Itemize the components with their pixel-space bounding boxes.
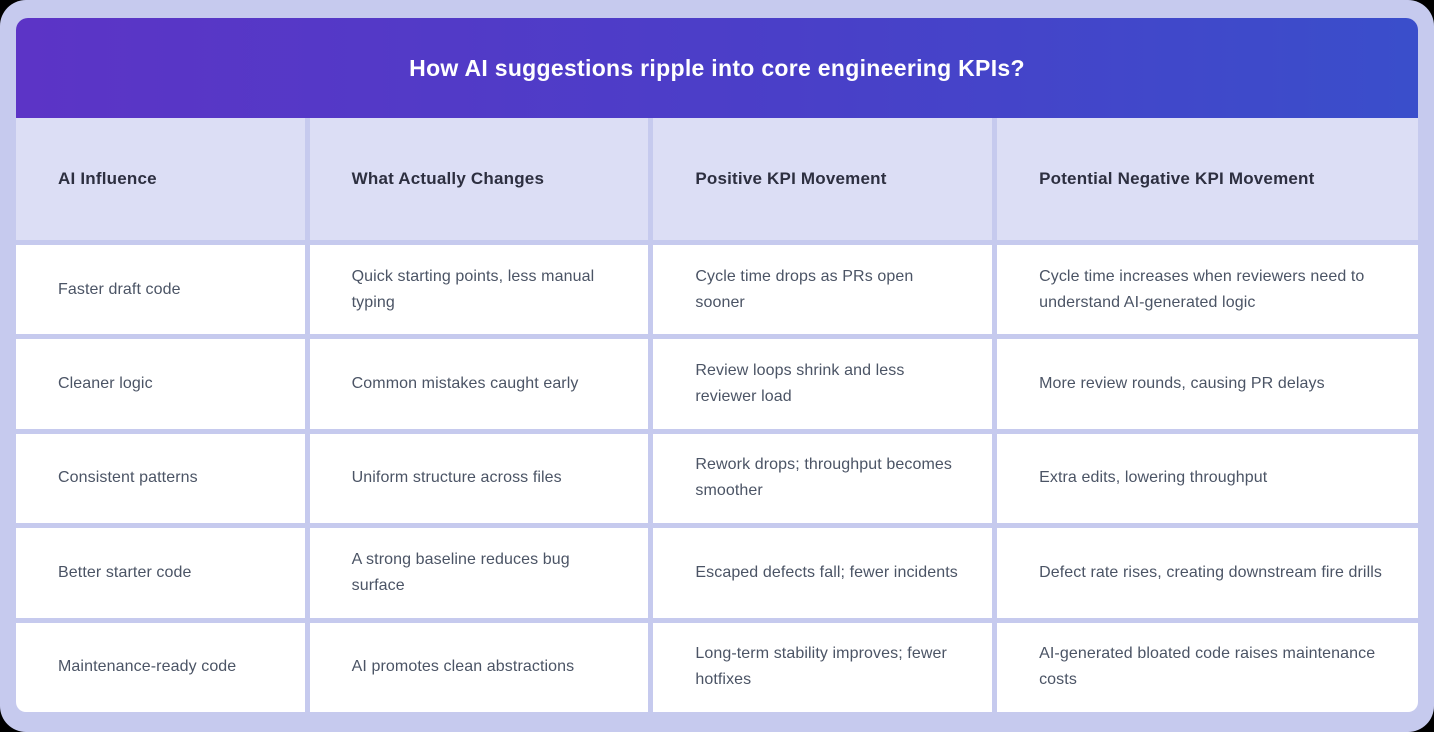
column-header-what-actually-changes: What Actually Changes bbox=[309, 118, 649, 240]
table-cell: Review loops shrink and less reviewer lo… bbox=[653, 339, 993, 429]
column-header-positive-kpi-movement: Positive KPI Movement bbox=[653, 118, 993, 240]
table-cell: AI promotes clean abstractions bbox=[309, 622, 649, 712]
page-title: How AI suggestions ripple into core engi… bbox=[409, 54, 1025, 81]
table-cell: Cycle time increases when reviewers need… bbox=[997, 245, 1418, 335]
table-cell: Common mistakes caught early bbox=[309, 339, 649, 429]
table-cell: Quick starting points, less manual typin… bbox=[309, 245, 649, 335]
table-cell: Cycle time drops as PRs open sooner bbox=[653, 245, 993, 335]
table-cell: More review rounds, causing PR delays bbox=[997, 339, 1418, 429]
table-cell: Cleaner logic bbox=[16, 339, 305, 429]
table-cell: Extra edits, lowering throughput bbox=[997, 433, 1418, 524]
table-cell: Maintenance-ready code bbox=[16, 622, 305, 712]
kpi-table: AI Influence What Actually Changes Posit… bbox=[16, 118, 1418, 712]
table-cell: Escaped defects fall; fewer incidents bbox=[653, 528, 993, 618]
table-cell: Long-term stability improves; fewer hotf… bbox=[653, 622, 993, 712]
table-cell: Rework drops; throughput becomes smoothe… bbox=[653, 433, 993, 524]
table-cell: A strong baseline reduces bug surface bbox=[309, 528, 649, 618]
table-cell: AI-generated bloated code raises mainten… bbox=[997, 622, 1418, 712]
table-cell: Consistent patterns bbox=[16, 433, 305, 524]
column-header-potential-negative-kpi-movement: Potential Negative KPI Movement bbox=[997, 118, 1418, 240]
table-cell: Uniform structure across files bbox=[309, 433, 649, 524]
table-cell: Better starter code bbox=[16, 528, 305, 618]
table-cell: Faster draft code bbox=[16, 245, 305, 335]
table-cell: Defect rate rises, creating downstream f… bbox=[997, 528, 1418, 618]
column-header-ai-influence: AI Influence bbox=[16, 118, 305, 240]
title-band: How AI suggestions ripple into core engi… bbox=[16, 18, 1418, 118]
